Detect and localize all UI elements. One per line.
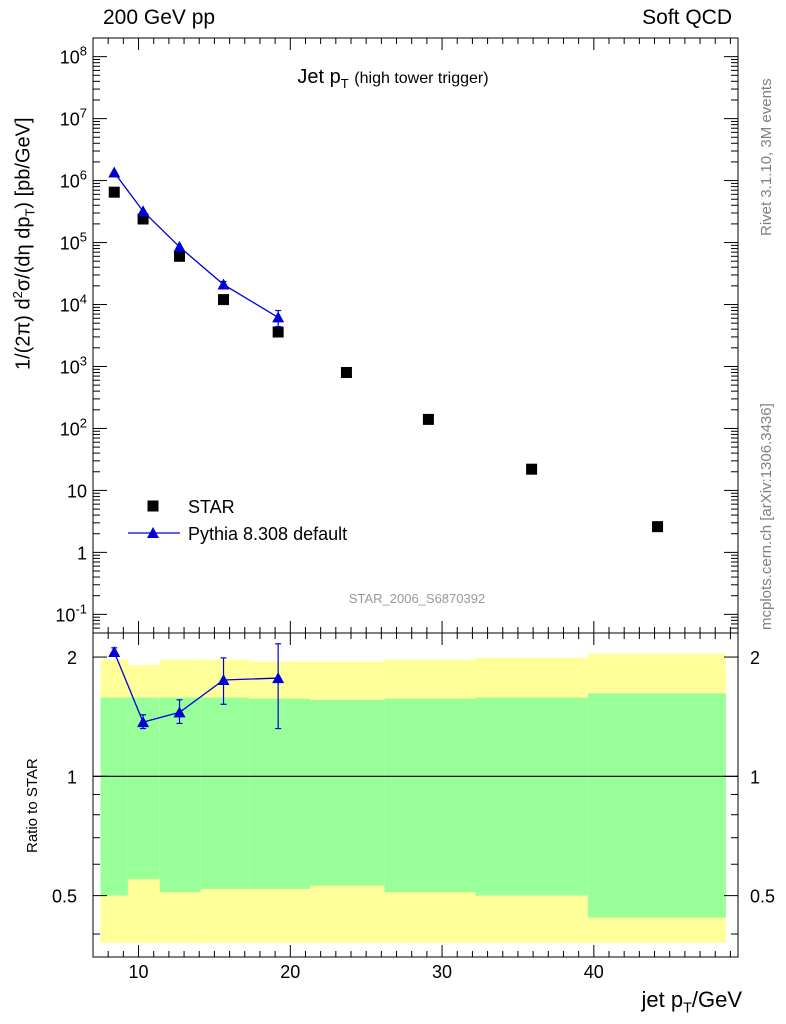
ratio-band-inner <box>200 697 250 889</box>
y-tick-label: 105 <box>60 230 87 254</box>
pythia-data-point <box>272 311 285 323</box>
pythia-data-point <box>173 240 186 252</box>
y-tick-label: 10 <box>67 481 87 501</box>
star-data-point <box>422 413 434 425</box>
pythia-data-point <box>217 278 230 290</box>
y-tick-label: 104 <box>60 292 87 316</box>
plot-title-paren: (high tower trigger) <box>354 70 489 87</box>
y-tick-label: 107 <box>60 106 87 130</box>
ratio-pythia-point <box>217 674 230 686</box>
x-label-sub: T <box>683 1000 692 1017</box>
ratio-band-inner <box>384 698 476 893</box>
y-label-sub: T <box>22 208 38 217</box>
ratio-pythia-point <box>173 706 186 718</box>
y-tick-label: 108 <box>60 44 87 68</box>
star-data-point <box>218 294 230 306</box>
x-tick-label: 20 <box>280 962 300 982</box>
plot-title: Jet pT (high tower trigger) <box>0 66 786 91</box>
ratio-band-inner <box>475 697 588 896</box>
y-tick-label: 102 <box>60 415 87 439</box>
y-tick-label: 103 <box>60 353 87 377</box>
ratio-band-inner <box>127 697 160 880</box>
legend-star-label: STAR <box>188 497 235 517</box>
ratio-band-inner <box>587 693 726 918</box>
x-axis-label: jet pT/GeV <box>642 987 742 1016</box>
plot-title-sub: T <box>340 76 349 91</box>
ratio-pythia-point <box>108 645 121 657</box>
y-label-part: 1/(2π) d <box>12 298 35 370</box>
y-label-part: ) [pb/GeV] <box>12 117 35 209</box>
ratio-band-inner <box>159 697 201 893</box>
x-tick-label: 30 <box>432 962 452 982</box>
pythia-line <box>113 172 279 318</box>
ratio-y-tick-label-left: 1 <box>67 767 77 787</box>
y-label-part: σ/(dη dp <box>12 216 35 292</box>
star-data-point <box>174 250 186 262</box>
x-label-part: jet p <box>641 987 684 1012</box>
ratio-band-inner <box>249 698 311 889</box>
y-axis-label-main: 1/(2π) d2σ/(dη dpT) [pb/GeV] <box>10 117 38 370</box>
x-tick-label: 40 <box>584 962 604 982</box>
star-data-point <box>526 463 538 475</box>
ratio-band-inner <box>310 699 385 886</box>
plot-title-main: Jet p <box>297 66 341 88</box>
star-data-point <box>108 186 120 198</box>
y-tick-label: 106 <box>60 168 87 192</box>
ratio-pythia-point <box>272 672 285 684</box>
ratio-y-tick-label-right: 1 <box>750 767 760 787</box>
header-left-label: 200 GeV pp <box>103 6 216 29</box>
ratio-y-tick-label-right: 0.5 <box>750 887 775 907</box>
ratio-y-tick-label-left: 2 <box>67 648 77 668</box>
rivet-version-label: Rivet 3.1.10, 3M events <box>758 78 775 236</box>
legend-star-marker <box>147 500 159 512</box>
y-label-sup: 2 <box>10 291 25 299</box>
pythia-data-point <box>137 205 150 217</box>
ratio-pythia-point <box>137 716 150 728</box>
analysis-id-label: STAR_2006_S6870392 <box>348 591 486 606</box>
y-tick-label: 1 <box>77 543 87 563</box>
ratio-plot-frame <box>92 632 739 958</box>
x-tick-label: 10 <box>129 962 149 982</box>
x-label-part: /GeV <box>691 987 742 1012</box>
star-data-point <box>272 326 284 338</box>
header-right-label: Soft QCD <box>642 6 732 29</box>
pythia-data-point <box>108 166 121 178</box>
legend-pythia-label: Pythia 8.308 default <box>188 524 347 544</box>
y-tick-label: 10-1 <box>55 601 87 625</box>
ratio-band-inner <box>100 697 128 896</box>
ratio-y-tick-label-left: 0.5 <box>52 887 77 907</box>
legend-pythia-marker <box>147 527 159 538</box>
star-data-point <box>137 213 149 225</box>
y-axis-label-ratio: Ratio to STAR <box>24 758 41 853</box>
ratio-y-tick-label-right: 2 <box>750 648 760 668</box>
star-data-point <box>652 521 664 533</box>
star-data-point <box>340 366 352 378</box>
